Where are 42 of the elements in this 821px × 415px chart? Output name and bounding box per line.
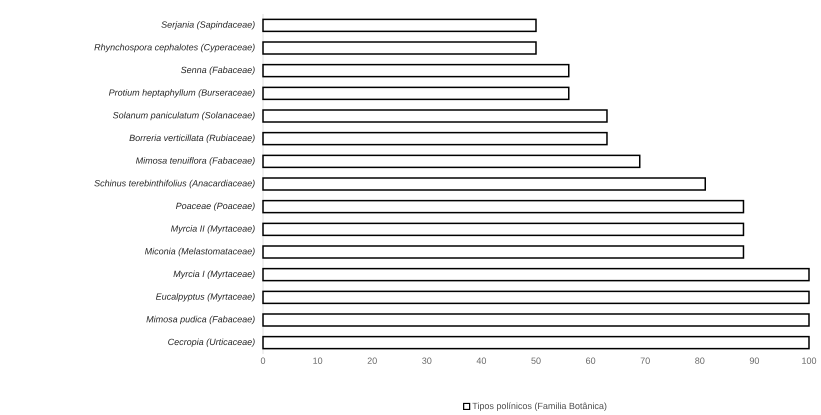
y-tick-label: Eucalpyptus (Myrtaceae) — [156, 293, 255, 302]
x-tick-label: 70 — [640, 358, 650, 364]
bar — [262, 41, 537, 55]
x-tick-label: 90 — [750, 358, 760, 364]
bar — [262, 86, 570, 100]
x-tick-label: 30 — [422, 358, 432, 364]
bar — [262, 268, 810, 282]
y-tick-label: Mimosa pudica (Fabaceae) — [146, 316, 255, 324]
x-tick-label: 60 — [586, 358, 596, 364]
x-tick-label: 40 — [476, 358, 486, 364]
bar — [262, 64, 570, 78]
y-tick-label: Senna (Fabaceae) — [180, 66, 255, 76]
y-tick-label: Protium heptaphyllum (Burseraceae) — [108, 89, 255, 98]
bar — [262, 336, 810, 350]
bar — [262, 154, 640, 168]
bar — [262, 200, 744, 214]
y-tick-label: Miconia (Melastomataceae) — [144, 248, 255, 256]
x-tick-label: 10 — [313, 358, 322, 364]
bar — [262, 222, 744, 236]
legend-label: Tipos polínicos (Familia Botânica) — [472, 402, 606, 412]
bar — [262, 313, 810, 327]
x-tick-label: 20 — [368, 358, 377, 364]
y-tick-label: Solanum paniculatum (Solanaceae) — [112, 112, 255, 120]
y-tick-label: Serjania (Sapindaceae) — [161, 21, 255, 30]
bar — [262, 18, 537, 32]
y-tick-label: Schinus terebinthifolius (Anacardiaceae) — [94, 180, 255, 188]
bar — [262, 132, 608, 146]
x-tick-label: 100 — [802, 358, 816, 364]
y-tick-label: Poaceae (Poaceae) — [176, 202, 255, 212]
y-tick-label: Rhynchospora cephalotes (Cyperaceae) — [94, 44, 255, 52]
y-tick-label: Borreria verticillata (Rubiaceae) — [129, 134, 255, 144]
bar — [262, 245, 744, 259]
x-tick-label: 0 — [260, 358, 266, 364]
y-tick-label: Mimosa tenuiflora (Fabaceae) — [136, 157, 255, 166]
bar — [262, 109, 608, 123]
bar — [262, 290, 810, 304]
y-tick-label: Myrcia I (Myrtaceae) — [173, 270, 255, 280]
bar — [262, 177, 706, 191]
x-tick-label: 80 — [695, 358, 704, 364]
y-tick-label: Cecropia (Urticaceae) — [168, 338, 255, 348]
x-tick-label: 50 — [531, 358, 541, 364]
y-tick-label: Myrcia II (Myrtaceae) — [170, 225, 255, 234]
